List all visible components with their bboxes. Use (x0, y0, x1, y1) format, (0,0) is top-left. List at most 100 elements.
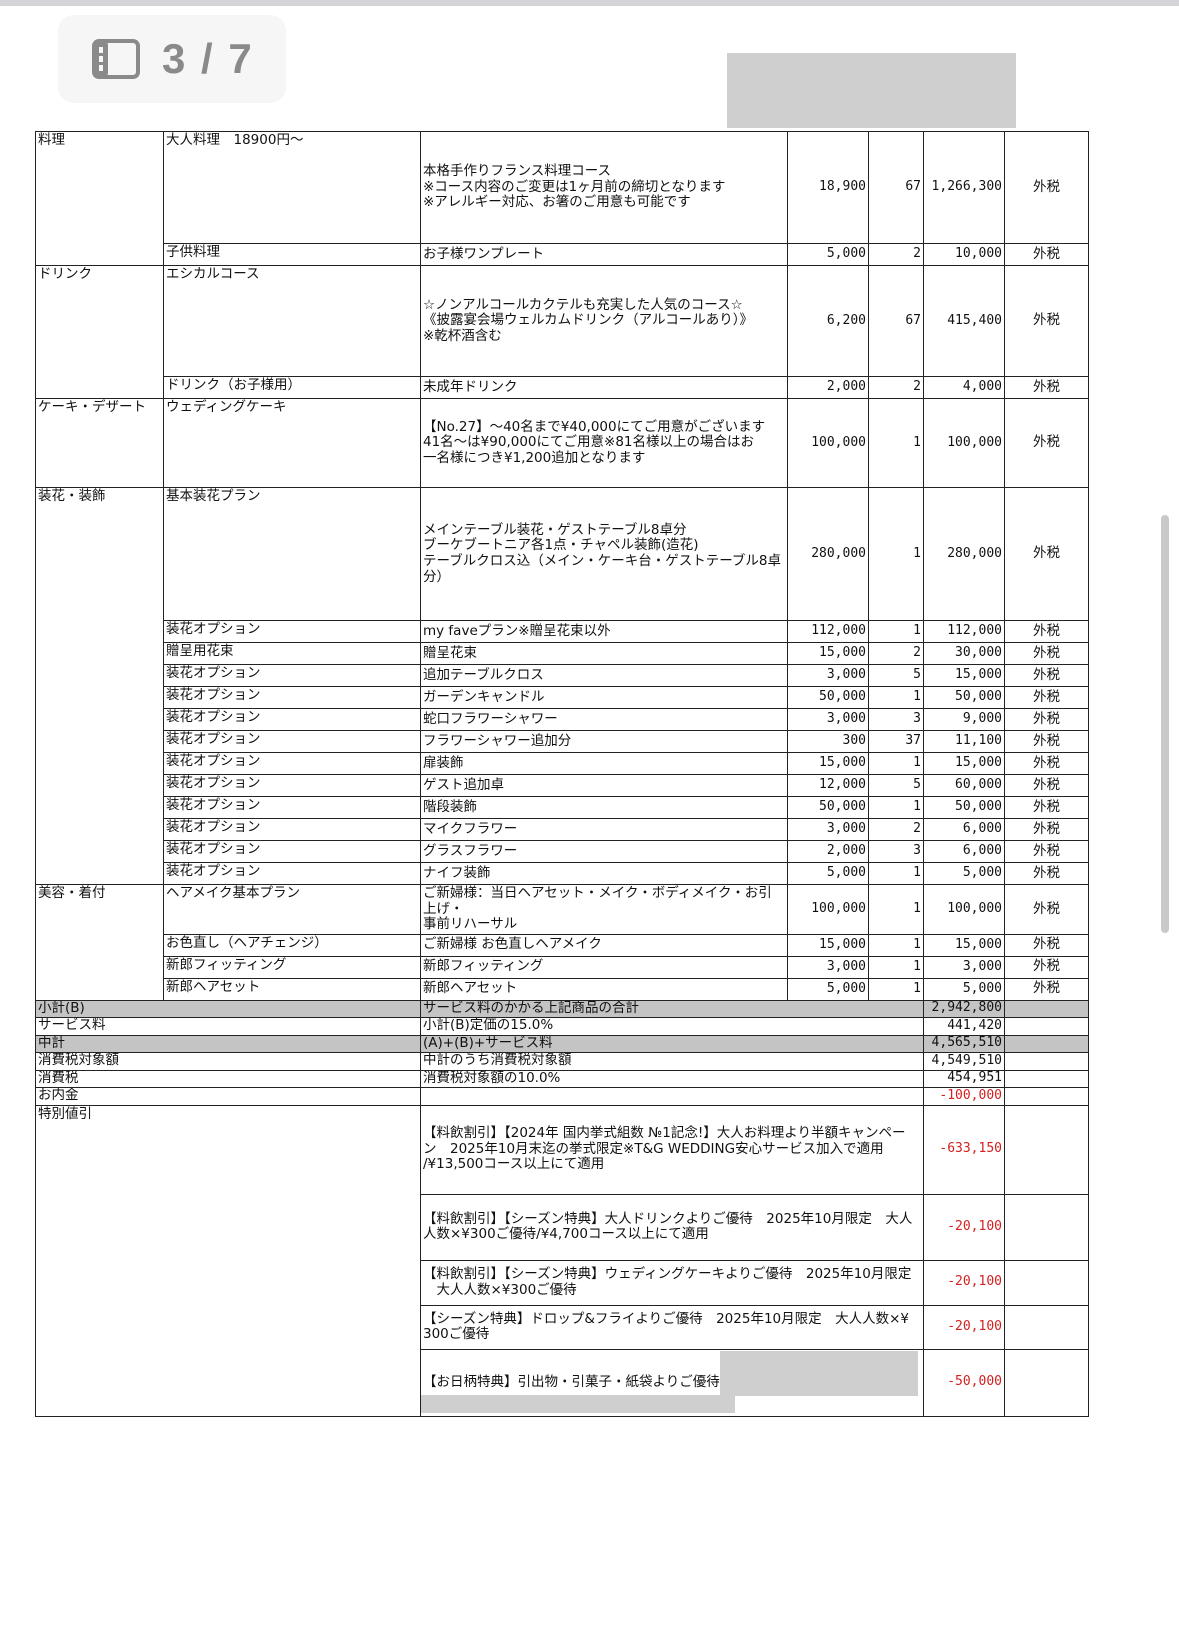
tax-type: 外税 (1004, 752, 1089, 775)
item-description: 新郎フィッティング (420, 955, 788, 979)
summary-blank (1004, 999, 1089, 1018)
quantity: 1 (868, 686, 924, 709)
item-name: 装花オプション (163, 774, 421, 797)
summary-description: (A)+(B)+サービス料 (420, 1034, 924, 1053)
discount-row: 特別値引 【料飲割引】【2024年 国内挙式組数 №1記念!】大人お料理より半額キ… (35, 1104, 1089, 1417)
discount-label: 特別値引 (35, 1104, 421, 1417)
summary-amount: 454,951 (923, 1069, 1005, 1088)
item-name: 新郎ヘアセット (163, 977, 421, 1001)
unit-price: 50,000 (787, 686, 869, 709)
summary-row: お内金 -100,000 (35, 1086, 1089, 1106)
item-description: ご新婦様 お色直しヘアメイク (420, 933, 788, 957)
quantity: 67 (868, 265, 924, 377)
quantity: 2 (868, 376, 924, 399)
quantity: 1 (868, 398, 924, 488)
tax-type: 外税 (1004, 265, 1089, 377)
quantity: 1 (868, 862, 924, 885)
tax-type: 外税 (1004, 818, 1089, 841)
unit-price: 6,200 (787, 265, 869, 377)
amount: 100,000 (923, 398, 1005, 488)
table-row: 美容・着付 ヘアメイク基本プラン ご新婦様：当日ヘアセット・メイク・ボディメイク・お… (35, 884, 1089, 1001)
amount: 5,000 (923, 862, 1005, 885)
quantity: 5 (868, 774, 924, 797)
item-name: 新郎フィッティング (163, 955, 421, 979)
table-row: ドリンク エシカルコース ☆ノンアルコールカクテルも充実した人気のコース☆ 《披露宴… (35, 265, 1089, 399)
unit-price: 18,900 (787, 131, 869, 244)
item-description: 贈呈花束 (420, 642, 788, 665)
amount: 4,000 (923, 376, 1005, 399)
unit-price: 2,000 (787, 840, 869, 863)
discount-blank (1004, 1304, 1089, 1350)
item-name: 装花オプション (163, 730, 421, 753)
amount: 6,000 (923, 818, 1005, 841)
table-row: 装花オプション ナイフ装飾 5,000 1 5,000 外税 (36, 862, 1089, 885)
tax-type: 外税 (1004, 862, 1089, 885)
amount: 6,000 (923, 840, 1005, 863)
unit-price: 3,000 (787, 664, 869, 687)
table-row: ケーキ・デザート ウェディングケーキ 【No.27】～40名まで¥40,000にてご… (35, 398, 1089, 488)
summary-amount: 4,565,510 (923, 1034, 1005, 1053)
item-description: マイクフラワー (420, 818, 788, 841)
amount: 1,266,300 (923, 131, 1005, 244)
scrollbar[interactable] (1161, 515, 1169, 933)
unit-price: 2,000 (787, 376, 869, 399)
discount-row: 【料飲割引】【シーズン特典】大人ドリンクよりご優待 2025年10月限定 大人 … (36, 1193, 1089, 1261)
amount: 415,400 (923, 265, 1005, 377)
discount-blank (1004, 1104, 1089, 1195)
summary-label: 消費税 (35, 1069, 421, 1088)
unit-price: 3,000 (787, 955, 869, 979)
amount: 100,000 (923, 884, 1005, 935)
table-row: 装花オプション 階段装飾 50,000 1 50,000 外税 (36, 796, 1089, 819)
item-description: 扉装飾 (420, 752, 788, 775)
item-name: エシカルコース (163, 265, 421, 377)
item-description: 本格手作りフランス料理コース ※コース内容のご変更は1ヶ月前の締切となります ※… (420, 131, 788, 244)
summary-label: お内金 (35, 1086, 421, 1106)
summary-amount: 441,420 (923, 1016, 1005, 1036)
item-description: 新郎ヘアセット (420, 977, 788, 1001)
tax-type: 外税 (1004, 620, 1089, 643)
discount-amount: -50,000 (923, 1348, 1005, 1417)
item-name: ドリンク（お子様用） (163, 376, 421, 399)
sidebar-icon[interactable] (92, 39, 140, 79)
tax-type: 外税 (1004, 664, 1089, 687)
item-description: 未成年ドリンク (420, 376, 788, 399)
item-name: 装花オプション (163, 840, 421, 863)
tax-type: 外税 (1004, 131, 1089, 244)
unit-price: 100,000 (787, 398, 869, 488)
summary-label: 消費税対象額 (35, 1051, 421, 1071)
summary-row: 消費税 消費税対象額の10.0% 454,951 (35, 1069, 1089, 1088)
viewer-top-edge (0, 0, 1179, 6)
unit-price: 3,000 (787, 818, 869, 841)
tax-type: 外税 (1004, 487, 1089, 621)
table-row: 贈呈用花束 贈呈花束 15,000 2 30,000 外税 (36, 642, 1089, 665)
item-name: 装花オプション (163, 862, 421, 885)
quantity: 3 (868, 708, 924, 731)
quantity: 1 (868, 620, 924, 643)
item-description: 【No.27】～40名まで¥40,000にてご用意がございます 41名～は¥90… (420, 398, 788, 488)
summary-blank (1004, 1016, 1089, 1036)
summary-blank (1004, 1086, 1089, 1106)
tax-type: 外税 (1004, 730, 1089, 753)
unit-price: 5,000 (787, 977, 869, 1001)
item-name: 装花オプション (163, 818, 421, 841)
item-description: お子様ワンプレート (420, 243, 788, 266)
item-description: 階段装飾 (420, 796, 788, 819)
amount: 50,000 (923, 686, 1005, 709)
category-cell: 装花・装飾 (35, 487, 164, 885)
discount-description: 【シーズン特典】ドロップ&フライよりご優待 2025年10月限定 大人人数×¥ … (420, 1304, 924, 1350)
item-name: 装花オプション (163, 620, 421, 643)
summary-row: 中計 (A)+(B)+サービス料 4,565,510 (35, 1034, 1089, 1053)
table-row: 装花オプション 蛇口フラワーシャワー 3,000 3 9,000 外税 (36, 708, 1089, 731)
summary-amount: 4,549,510 (923, 1051, 1005, 1071)
item-name: 大人料理 18900円～ (163, 131, 421, 244)
category-cell: 料理 (35, 131, 164, 266)
amount: 30,000 (923, 642, 1005, 665)
amount: 15,000 (923, 752, 1005, 775)
unit-price: 3,000 (787, 708, 869, 731)
tax-type: 外税 (1004, 840, 1089, 863)
discount-amount: -633,150 (923, 1104, 1005, 1195)
summary-blank (1004, 1034, 1089, 1053)
table-row: 料理 大人料理 18900円～ 本格手作りフランス料理コース ※コース内容のご変更は… (35, 131, 1089, 266)
table-row: ドリンク（お子様用） 未成年ドリンク 2,000 2 4,000 外税 (36, 376, 1089, 399)
item-description: ガーデンキャンドル (420, 686, 788, 709)
